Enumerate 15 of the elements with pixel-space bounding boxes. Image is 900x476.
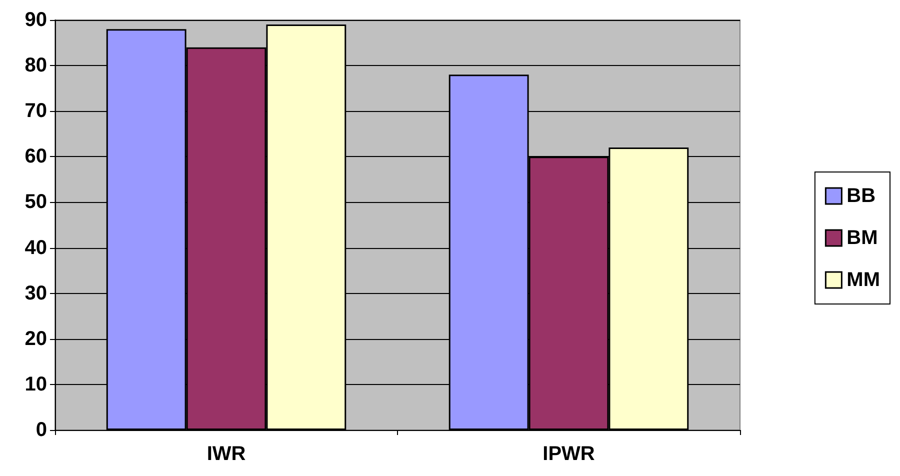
legend-label: BB: [846, 185, 876, 207]
y-tick-label: 10: [24, 373, 47, 396]
y-tick-label: 50: [24, 191, 47, 214]
y-tick-label: 20: [24, 328, 47, 350]
x-tick-label: IWR: [206, 443, 246, 465]
y-tick-label: 90: [24, 9, 47, 31]
y-tick-label: 70: [24, 100, 47, 122]
legend-label: BM: [846, 227, 878, 249]
y-tick-label: 0: [36, 419, 47, 441]
y-tick-label: 40: [24, 236, 47, 259]
legend-label: MM: [846, 269, 880, 291]
y-tick-label: 80: [24, 54, 47, 77]
y-tick-label: 60: [24, 146, 47, 168]
y-tick-label: 30: [24, 282, 47, 304]
x-tick-label: IPWR: [542, 443, 596, 465]
